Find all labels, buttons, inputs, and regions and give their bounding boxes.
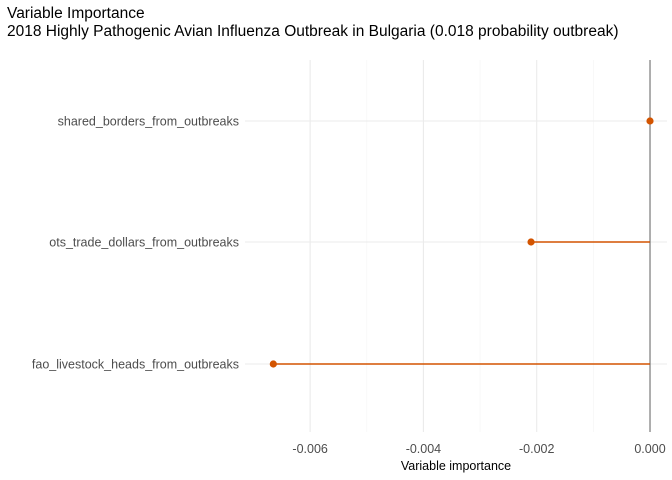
x-axis-tick-labels: -0.006 -0.004 -0.002 0.000 (292, 442, 665, 456)
y-axis-labels: shared_borders_from_outbreaks ots_trade_d… (32, 115, 239, 372)
y-tick-label-2: fao_livestock_heads_from_outbreaks (32, 358, 239, 372)
lollipop-point-2 (269, 360, 277, 368)
lollipop-point-1 (527, 238, 535, 246)
major-gridlines (245, 60, 667, 432)
x-tick-label-3: 0.000 (634, 442, 665, 456)
x-axis-title: Variable importance (401, 459, 511, 473)
chart-subtitle: 2018 Highly Pathogenic Avian Influenza O… (7, 23, 619, 40)
title-block: Variable Importance 2018 Highly Pathogen… (7, 5, 667, 41)
y-tick-label-0: shared_borders_from_outbreaks (58, 115, 239, 129)
lollipop-point-0 (646, 117, 654, 125)
lollipop-points (269, 117, 654, 368)
x-tick-label-2: -0.002 (519, 442, 554, 456)
x-tick-label-0: -0.006 (292, 442, 327, 456)
chart-title: Variable Importance (7, 5, 145, 22)
y-tick-label-1: ots_trade_dollars_from_outbreaks (49, 236, 239, 250)
lollipop-segments (273, 241, 651, 365)
x-tick-label-1: -0.004 (406, 442, 441, 456)
minor-gridlines (366, 60, 594, 432)
